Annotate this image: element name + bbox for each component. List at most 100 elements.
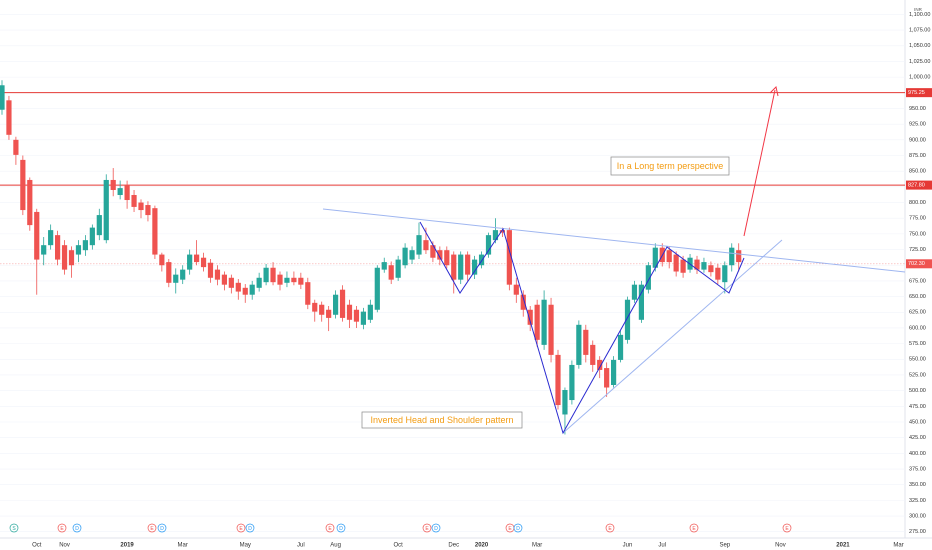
x-tick-label: Aug	[330, 543, 341, 549]
candle-body	[291, 277, 297, 283]
event-label: E	[328, 526, 332, 532]
candle-body	[339, 289, 346, 318]
event-label: E	[608, 526, 612, 532]
candle-body	[645, 265, 651, 290]
x-tick-label: Jul	[658, 543, 666, 549]
candle-body	[242, 287, 248, 295]
candle-body	[173, 274, 179, 283]
candle-body	[666, 250, 672, 263]
event-label: E	[785, 526, 789, 532]
event-icon	[689, 523, 699, 533]
event-icon	[325, 523, 335, 533]
candle-body	[346, 304, 353, 320]
candle-body	[729, 247, 735, 266]
candle-body	[13, 139, 19, 155]
candle-body	[6, 100, 12, 135]
y-tick-label: 800.00	[909, 200, 926, 206]
candle-body	[555, 354, 561, 406]
candle-body	[617, 334, 624, 360]
y-tick-label: 900.00	[909, 137, 926, 143]
candle-body	[597, 359, 603, 370]
event-label: D	[339, 526, 343, 532]
y-tick-label: 1,050.00	[909, 43, 930, 49]
candle-body	[715, 267, 721, 280]
annotation-box	[361, 411, 523, 429]
x-tick-label: 2021	[836, 543, 850, 549]
event-icon	[9, 523, 19, 533]
x-tick-label: Nov	[59, 543, 70, 549]
y-tick-label: 275.00	[909, 529, 926, 535]
candle-body	[284, 277, 290, 283]
event-icon	[245, 523, 255, 533]
y-tick-label: 850.00	[909, 169, 926, 175]
candle-body	[305, 282, 311, 305]
candle-body	[367, 304, 373, 320]
x-tick-label: Oct	[393, 543, 403, 549]
candle-body	[701, 262, 707, 270]
candle-body	[611, 359, 617, 386]
y-tick-label: 875.00	[909, 153, 926, 159]
x-tick-label: Sep	[719, 543, 730, 549]
y-tick-label: 625.00	[909, 310, 926, 316]
annotation-text: In a Long term perspective	[617, 161, 724, 171]
event-icon	[422, 523, 432, 533]
candle-body	[110, 179, 116, 190]
event-label: D	[75, 526, 79, 532]
candle-body	[194, 254, 200, 263]
y-tick-label: 1,075.00	[909, 28, 930, 34]
candle-body	[569, 364, 575, 401]
event-icon	[336, 523, 346, 533]
x-tick-label: Mar	[532, 543, 542, 549]
candle-body	[319, 304, 325, 315]
candle-body	[159, 254, 165, 266]
event-icon	[157, 523, 167, 533]
annotation: In a Long term perspective	[610, 156, 730, 176]
y-tick-label: 600.00	[909, 325, 926, 331]
candle-body	[55, 235, 61, 260]
candle-body	[20, 159, 26, 211]
candle-body	[548, 304, 554, 355]
event-icon	[782, 523, 792, 533]
y-tick-label: 350.00	[909, 482, 926, 488]
candle-body	[590, 344, 596, 365]
candle-body	[82, 240, 88, 251]
event-label: E	[239, 526, 243, 532]
currency-label: INR	[914, 7, 923, 12]
y-tick-label: 300.00	[909, 514, 926, 520]
candle-body	[624, 299, 631, 340]
candle-body	[235, 282, 241, 292]
target-arrow	[743, 89, 776, 237]
candle-body	[492, 230, 499, 241]
annotation-text: Inverted Head and Shoulder pattern	[370, 415, 513, 425]
candle-body	[499, 230, 505, 233]
candle-body	[214, 269, 221, 280]
candle-body	[256, 277, 262, 288]
candle-body	[27, 179, 33, 226]
candle-body	[103, 179, 109, 241]
candle-body	[478, 254, 485, 266]
candle-body	[117, 188, 123, 196]
event-icon	[513, 523, 523, 533]
candle-body	[68, 250, 75, 266]
candle-body	[200, 257, 207, 268]
candle-body	[312, 302, 318, 312]
event-icon	[57, 523, 67, 533]
candle-body	[374, 267, 380, 310]
candle-body	[527, 309, 533, 325]
y-tick-label: 575.00	[909, 341, 926, 347]
candle-body	[736, 250, 742, 263]
candle-body	[458, 254, 464, 280]
candle-body	[138, 202, 144, 211]
event-icon	[236, 523, 246, 533]
candle-body	[124, 184, 130, 201]
candle-body	[722, 265, 728, 283]
event-label: D	[516, 526, 520, 532]
y-tick-label: 450.00	[909, 419, 926, 425]
event-icon	[72, 523, 82, 533]
candle-body	[520, 294, 526, 310]
candle-body	[152, 208, 158, 255]
candle-body	[680, 259, 686, 273]
y-tick-label: 375.00	[909, 466, 926, 472]
candle-body	[298, 277, 304, 285]
x-tick-label: 2019	[120, 543, 134, 549]
